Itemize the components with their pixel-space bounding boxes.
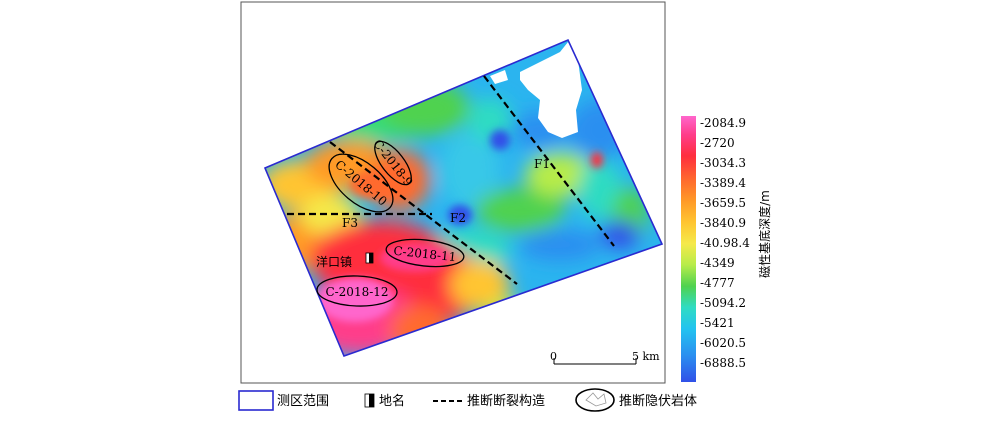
- colorbar-label: -3034.3: [700, 156, 746, 170]
- colorbar-label: -2084.9: [700, 116, 746, 130]
- colorbar-label: -4777: [700, 276, 735, 290]
- legend-fault-label: 推断断裂构造: [467, 394, 545, 409]
- colorbar-label: -40.98.4: [700, 236, 750, 250]
- body-outline-C-2018-9: [374, 140, 412, 186]
- fault-label-F1: F1: [534, 157, 550, 171]
- colorbar-label: -4349: [700, 256, 735, 270]
- colorbar-label: -3840.9: [700, 216, 746, 230]
- colorbar-label: -6888.5: [700, 356, 746, 370]
- legend-survey-area-swatch: [238, 390, 274, 411]
- town-marker-icon: [365, 252, 374, 264]
- fault-F1: [483, 75, 615, 247]
- scale-end-label: 5 km: [632, 350, 660, 363]
- body-label-C-2018-11: C-2018-11: [393, 244, 457, 265]
- colorbar-title: 磁性基底深度/m: [757, 190, 772, 278]
- scale-bar: [553, 358, 637, 365]
- scale-start-label: 0: [550, 350, 557, 363]
- colorbar: [681, 116, 696, 382]
- legend-intrusion-icon: [575, 388, 615, 412]
- colorbar-label: -2720: [700, 136, 735, 150]
- colorbar-labels: -2084.9 -2720 -3034.3 -3389.4 -3659.5 -3…: [700, 116, 750, 370]
- legend-place-name-icon: [364, 393, 375, 408]
- fault-F2: [329, 141, 518, 285]
- legend-intrusion-label: 推断隐伏岩体: [619, 394, 697, 409]
- colorbar-label: -5421: [700, 316, 735, 330]
- no-data-area: [520, 42, 582, 138]
- colorbar-label: -3659.5: [700, 196, 746, 210]
- town-label: 洋口镇: [316, 254, 352, 269]
- fault-label-F3: F3: [342, 216, 358, 230]
- body-outline-C-2018-10: [328, 153, 394, 213]
- colorbar-label: -5094.2: [700, 296, 746, 310]
- legend-place-name-label: 地名: [379, 393, 405, 409]
- fault-lines: [287, 75, 615, 285]
- colorbar-label: -6020.5: [700, 336, 746, 350]
- colorbar-label: -3389.4: [700, 176, 746, 190]
- body-outline-C-2018-11: [385, 238, 465, 268]
- legend: 测区范围 地名 推断断裂构造 推断隐伏岩体: [238, 388, 697, 412]
- intrusion-bodies: [316, 140, 465, 307]
- legend-survey-area-label: 测区范围: [277, 394, 329, 409]
- body-outline-C-2018-12: [316, 275, 398, 307]
- body-label-C-2018-12: C-2018-12: [325, 285, 388, 299]
- fault-label-F2: F2: [450, 211, 466, 225]
